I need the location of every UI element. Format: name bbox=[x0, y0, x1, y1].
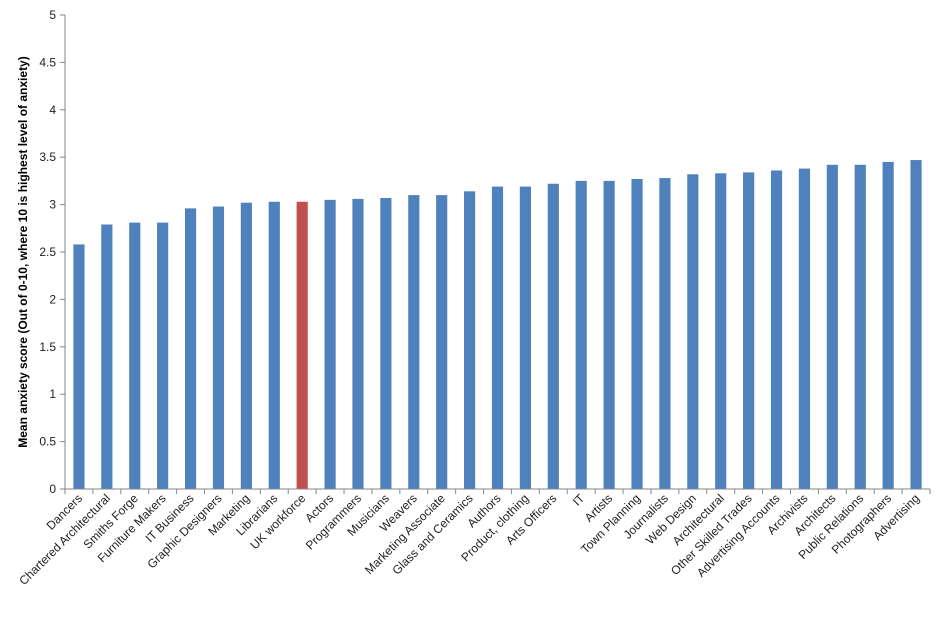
bar-smiths-forge bbox=[129, 222, 141, 489]
bar-architects bbox=[826, 164, 838, 489]
bar-architectural bbox=[715, 173, 727, 490]
bar-musicians bbox=[380, 197, 392, 490]
bar-it bbox=[575, 180, 587, 489]
bar-journalists bbox=[659, 178, 671, 489]
bar-librarians bbox=[268, 201, 280, 490]
y-tick-label: 0 bbox=[49, 482, 56, 496]
y-tick-label: 3 bbox=[49, 198, 56, 212]
y-tick-label: 4.5 bbox=[39, 55, 56, 69]
bar-advertising-accounts bbox=[770, 170, 783, 490]
bars bbox=[73, 160, 922, 490]
bar-arts-officers bbox=[547, 183, 559, 489]
bar-glass-and-ceramics bbox=[464, 191, 476, 489]
y-axis: 0 0.5 1 1.5 2 2.5 3 3.5 4 4.5 5 bbox=[39, 8, 66, 496]
bar-graphic-designers bbox=[212, 206, 225, 489]
x-tick-label: IT bbox=[570, 491, 588, 509]
y-tick-label: 1 bbox=[49, 387, 56, 401]
bar-advertising bbox=[910, 160, 922, 489]
y-tick-label: 1.5 bbox=[39, 340, 56, 354]
y-tick-label: 2 bbox=[49, 292, 56, 306]
bar-photographers bbox=[882, 161, 894, 489]
bar-it-business bbox=[184, 208, 197, 489]
bar-marketing bbox=[240, 202, 252, 490]
y-tick-label: 0.5 bbox=[39, 435, 56, 449]
y-tick-label: 5 bbox=[49, 8, 56, 22]
bar-archivists bbox=[798, 168, 811, 490]
bar-town-planning bbox=[631, 179, 643, 489]
bar-product-clothing bbox=[519, 186, 531, 489]
bar-chartered-architectural bbox=[101, 224, 113, 489]
bar-other-skilled-trades bbox=[743, 172, 755, 490]
bar-uk-workforce bbox=[296, 201, 308, 490]
bar-artists bbox=[603, 180, 615, 489]
bar-furniture-makers bbox=[157, 222, 169, 489]
y-axis-label: Mean anxiety score (Out of 0-10, where 1… bbox=[16, 56, 30, 447]
y-tick-label: 3.5 bbox=[39, 150, 56, 164]
bar-weavers bbox=[408, 195, 420, 489]
bar-web-design bbox=[687, 174, 699, 489]
y-tick-label: 2.5 bbox=[39, 245, 56, 259]
bar-authors bbox=[491, 186, 504, 489]
y-tick-label: 4 bbox=[49, 103, 56, 117]
bar-public-relations bbox=[854, 164, 866, 489]
bar-dancers bbox=[73, 244, 85, 489]
bar-actors bbox=[324, 199, 336, 490]
bar-programmers bbox=[352, 198, 364, 490]
bar-marketing-associate bbox=[436, 195, 448, 489]
